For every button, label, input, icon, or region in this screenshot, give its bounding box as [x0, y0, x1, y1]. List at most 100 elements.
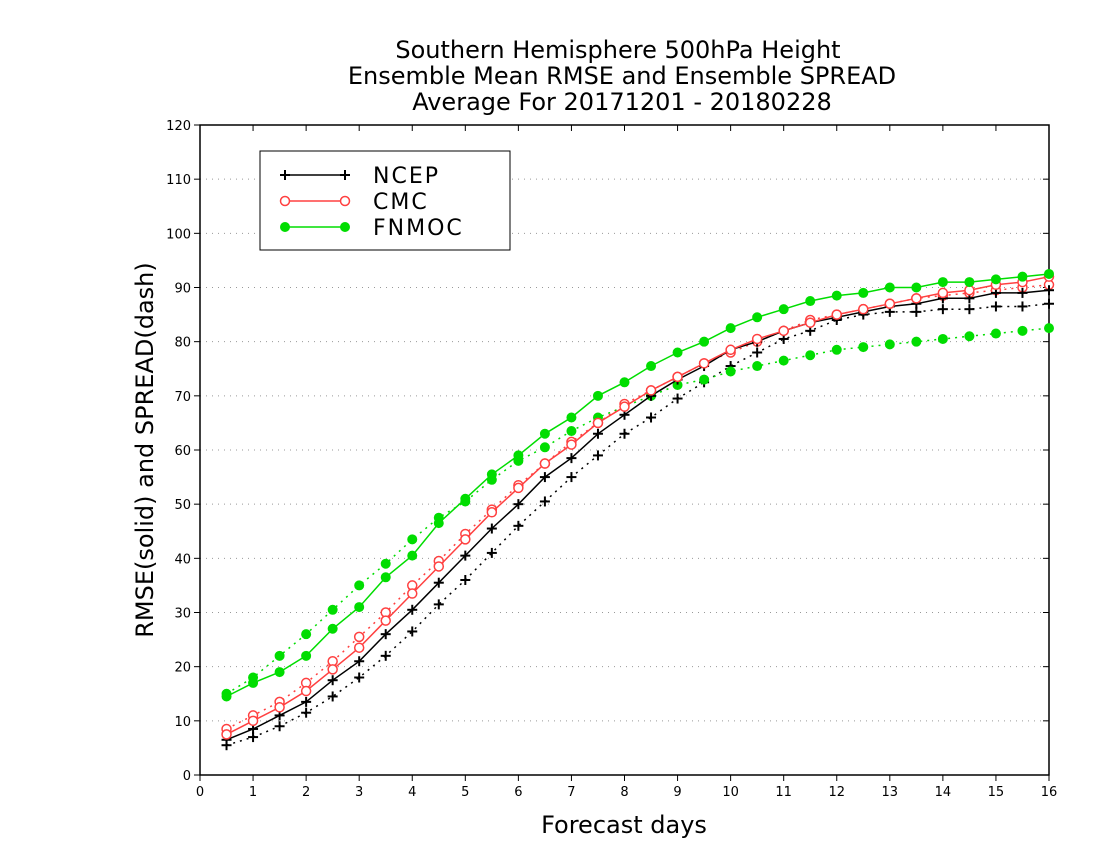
- data-point-ncep-spread: [433, 599, 444, 610]
- data-point-cmc-rmse: [380, 615, 391, 626]
- data-point-ncep-spread: [301, 707, 312, 718]
- x-tick-label: 0: [196, 785, 204, 800]
- data-point-fnmoc-spread: [911, 336, 922, 347]
- x-tick-label: 16: [1041, 785, 1058, 800]
- data-point-cmc-rmse: [247, 715, 259, 727]
- data-point-fnmoc-rmse: [407, 550, 418, 561]
- filled-circle-marker: [340, 222, 350, 232]
- data-point-cmc-rmse: [619, 401, 630, 412]
- series-line-cmc-spread: [226, 284, 1050, 730]
- legend-item-cmc: CMC: [279, 190, 427, 215]
- data-point-ncep-spread: [274, 721, 285, 732]
- data-point-fnmoc-spread: [274, 650, 285, 661]
- series-fnmoc-rmse: [221, 268, 1054, 702]
- data-point-fnmoc-rmse: [221, 691, 232, 702]
- data-series: [221, 268, 1055, 751]
- open-circle-marker: [339, 195, 351, 207]
- data-point-fnmoc-rmse: [672, 347, 683, 358]
- data-point-cmc-rmse: [407, 588, 418, 599]
- data-point-fnmoc-rmse: [831, 290, 842, 301]
- data-point-ncep-rmse: [433, 577, 444, 588]
- y-tick-label: 30: [174, 607, 191, 622]
- data-point-cmc-rmse: [831, 309, 842, 320]
- data-point-cmc-rmse: [566, 439, 577, 450]
- x-tick-label: 1: [249, 785, 257, 800]
- series-fnmoc-spread: [221, 323, 1054, 699]
- y-tick-label: 60: [174, 444, 191, 459]
- data-point-ncep-spread: [937, 304, 948, 315]
- data-point-cmc-rmse: [460, 534, 471, 545]
- data-point-ncep-spread: [539, 496, 550, 507]
- data-point-fnmoc-spread: [831, 344, 842, 355]
- x-tick-label: 2: [302, 785, 310, 800]
- data-point-fnmoc-rmse: [752, 312, 763, 323]
- data-point-fnmoc-rmse: [539, 428, 550, 439]
- data-point-ncep-rmse: [327, 675, 338, 686]
- data-point-fnmoc-rmse: [884, 282, 895, 293]
- data-point-ncep-rmse: [1044, 285, 1054, 296]
- data-point-cmc-rmse: [433, 561, 445, 572]
- data-point-fnmoc-rmse: [327, 623, 338, 634]
- data-point-fnmoc-spread: [1044, 323, 1054, 334]
- legend-item-fnmoc: FNMOC: [280, 216, 464, 241]
- data-point-fnmoc-rmse: [486, 469, 497, 480]
- data-point-fnmoc-spread: [699, 374, 710, 385]
- x-tick-label: 6: [514, 785, 522, 800]
- data-point-fnmoc-spread: [354, 580, 365, 591]
- data-point-fnmoc-rmse: [778, 304, 789, 315]
- open-circle-marker: [279, 195, 291, 207]
- data-point-fnmoc-spread: [937, 333, 948, 344]
- data-point-cmc-rmse: [592, 417, 604, 429]
- y-tick-label: 100: [166, 227, 191, 242]
- data-point-fnmoc-rmse: [646, 361, 657, 372]
- title-line-2: Ensemble Mean RMSE and Ensemble SPREAD: [348, 62, 896, 90]
- data-point-fnmoc-spread: [752, 361, 763, 372]
- legend-label-fnmoc: FNMOC: [373, 216, 464, 241]
- series-line-fnmoc-spread: [226, 327, 1050, 695]
- data-point-fnmoc-spread: [301, 629, 312, 640]
- data-point-ncep-spread: [1017, 301, 1028, 312]
- data-point-fnmoc-rmse: [301, 650, 312, 661]
- plus-marker: [280, 170, 290, 180]
- data-point-cmc-rmse: [804, 317, 816, 328]
- legend-item-ncep: NCEP: [280, 164, 438, 189]
- data-point-fnmoc-spread: [964, 331, 975, 342]
- data-point-fnmoc-rmse: [619, 377, 630, 388]
- data-point-cmc-rmse: [486, 507, 498, 518]
- data-point-ncep-spread: [592, 450, 603, 461]
- x-tick-label: 4: [408, 785, 416, 800]
- data-point-cmc-rmse: [911, 293, 922, 304]
- y-axis-label: RMSE(solid) and SPREAD(dash): [131, 262, 159, 638]
- data-point-fnmoc-spread: [725, 366, 736, 377]
- data-point-ncep-spread: [327, 691, 338, 702]
- data-point-ncep-rmse: [1017, 287, 1028, 298]
- data-point-fnmoc-spread: [778, 355, 789, 366]
- y-tick-label: 70: [174, 390, 191, 405]
- data-point-cmc-rmse: [858, 303, 869, 315]
- data-point-fnmoc-rmse: [433, 518, 444, 529]
- gridlines: [200, 178, 1049, 722]
- data-point-ncep-spread: [460, 575, 471, 585]
- data-point-ncep-rmse: [407, 604, 418, 615]
- data-point-ncep-spread: [380, 650, 391, 661]
- data-point-fnmoc-rmse: [1044, 268, 1054, 279]
- data-point-cmc-rmse: [327, 664, 338, 675]
- y-tick-label: 0: [183, 769, 191, 784]
- x-tick-label: 8: [620, 785, 628, 800]
- y-tick-label: 40: [174, 552, 191, 567]
- data-point-fnmoc-rmse: [937, 277, 948, 288]
- data-point-ncep-rmse: [460, 550, 471, 561]
- data-point-ncep-spread: [566, 472, 577, 483]
- x-tick-label: 11: [775, 785, 792, 800]
- data-point-ncep-rmse: [301, 696, 312, 707]
- data-point-ncep-rmse: [592, 428, 603, 439]
- y-tick-label: 120: [166, 119, 191, 134]
- data-point-fnmoc-rmse: [805, 296, 816, 307]
- data-point-ncep-spread: [672, 393, 683, 404]
- data-point-fnmoc-rmse: [354, 602, 365, 613]
- data-point-fnmoc-rmse: [460, 493, 471, 504]
- data-point-ncep-rmse: [513, 499, 524, 510]
- x-axis-label: Forecast days: [541, 811, 707, 839]
